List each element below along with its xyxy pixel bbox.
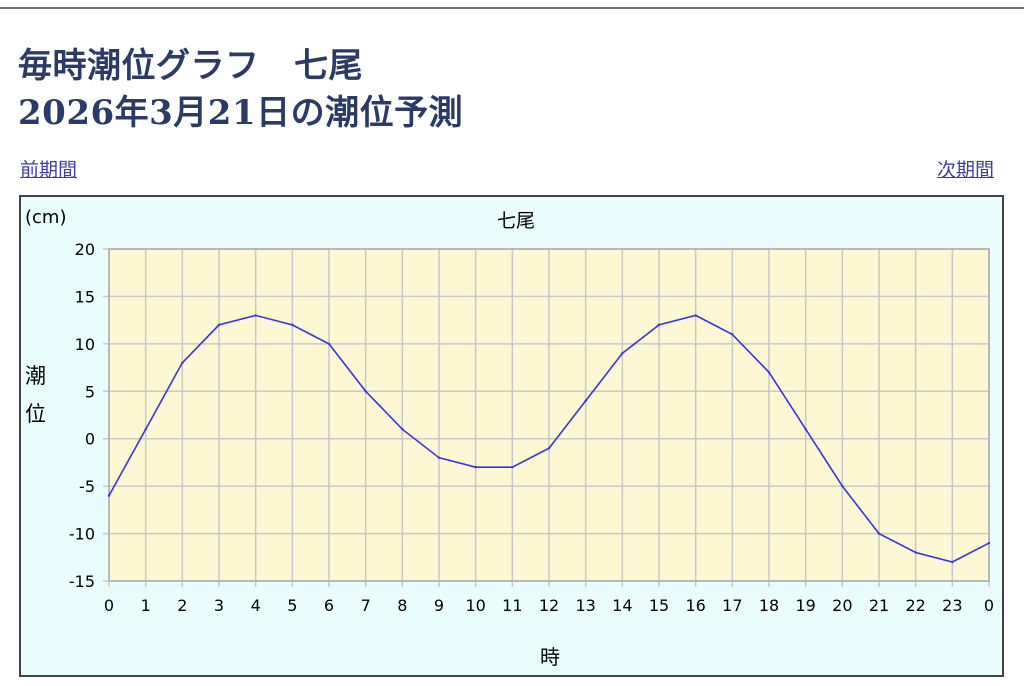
page-title: 毎時潮位グラフ 七尾	[18, 46, 363, 86]
x-tick-label: 7	[361, 596, 371, 615]
tide-point	[107, 494, 111, 497]
x-axis-label: 時	[540, 645, 560, 669]
tide-point	[511, 465, 514, 469]
tide-point	[914, 551, 917, 554]
x-tick-label: 21	[869, 596, 889, 615]
y-tick-label: 10	[75, 335, 95, 354]
x-tick-label: 13	[575, 596, 595, 615]
x-tick-label: 19	[795, 596, 815, 615]
tide-point	[547, 447, 551, 450]
y-tick-label: -10	[69, 525, 95, 544]
x-tick-label: 11	[502, 596, 522, 615]
x-tick-label: 2	[177, 596, 187, 615]
tide-point	[291, 323, 294, 327]
prev-period-link[interactable]: 前期間	[20, 159, 78, 181]
x-tick-label: 20	[832, 596, 852, 615]
x-tick-label: 18	[759, 596, 779, 615]
tide-point	[621, 352, 624, 355]
x-tick-label: 22	[905, 596, 925, 615]
tide-chart: (cm) 七尾 時 潮位 0 1 2 3 4 5 6 7 8 9 10 11 12 13 14 15 16 17 1…	[19, 195, 1004, 677]
tide-point	[327, 342, 331, 346]
x-tick-label: 8	[397, 596, 407, 615]
y-tick-label: -15	[69, 572, 95, 591]
x-tick-label: 12	[539, 596, 559, 615]
x-tick-label: 14	[612, 596, 632, 615]
tide-point	[731, 333, 734, 336]
tide-point	[181, 361, 184, 365]
y-tick-label: -5	[79, 477, 95, 496]
x-tick-label: 16	[685, 596, 705, 615]
y-tick-label: 15	[75, 287, 95, 306]
x-tick-label: 4	[251, 596, 261, 615]
tide-point	[767, 371, 771, 374]
tide-point	[474, 465, 477, 469]
tide-point	[401, 428, 404, 431]
x-tick-label: 0	[984, 596, 994, 615]
x-tick-label: 10	[465, 596, 485, 615]
tide-point	[437, 456, 441, 459]
tide-point	[217, 323, 221, 327]
unit-label: (cm)	[25, 207, 66, 228]
y-axis-label-char: 潮	[25, 364, 46, 388]
x-tick-label: 9	[434, 596, 444, 615]
x-tick-label: 3	[214, 596, 224, 615]
y-tick-label: 5	[85, 382, 95, 401]
tide-point	[144, 428, 147, 431]
x-tick-label: 1	[141, 596, 151, 615]
tide-point	[364, 390, 367, 393]
tide-point	[987, 541, 991, 545]
tide-point	[254, 314, 257, 317]
next-period-link[interactable]: 次期間	[936, 159, 994, 181]
plot-frame	[108, 248, 990, 582]
x-tick-label: 6	[324, 596, 334, 615]
page-subtitle: 2026年3月21日の潮位予測	[18, 93, 464, 133]
tide-point	[584, 399, 587, 402]
x-tick-label: 23	[942, 596, 962, 615]
x-tick-label: 15	[649, 596, 669, 615]
tide-point	[951, 560, 954, 564]
x-tick-label: 5	[287, 596, 297, 615]
chart-title: 七尾	[497, 210, 535, 232]
tide-point	[804, 428, 807, 431]
x-tick-label: 0	[104, 596, 114, 615]
tide-point	[694, 314, 697, 317]
y-tick-label: 20	[75, 240, 95, 259]
tide-point	[841, 484, 844, 488]
y-tick-label: 0	[85, 430, 95, 449]
chart-svg: (cm) 七尾 時 潮位 0 1 2 3 4 5 6 7 8 9 10 11 12 13 14 15 16 17 1…	[25, 207, 994, 669]
y-axis-label: 潮位	[25, 364, 46, 426]
tide-point	[657, 323, 661, 327]
x-tick-label: 17	[722, 596, 742, 615]
tide-point	[877, 532, 881, 535]
top-rule	[0, 7, 1024, 9]
y-axis-label-char: 位	[25, 402, 46, 426]
